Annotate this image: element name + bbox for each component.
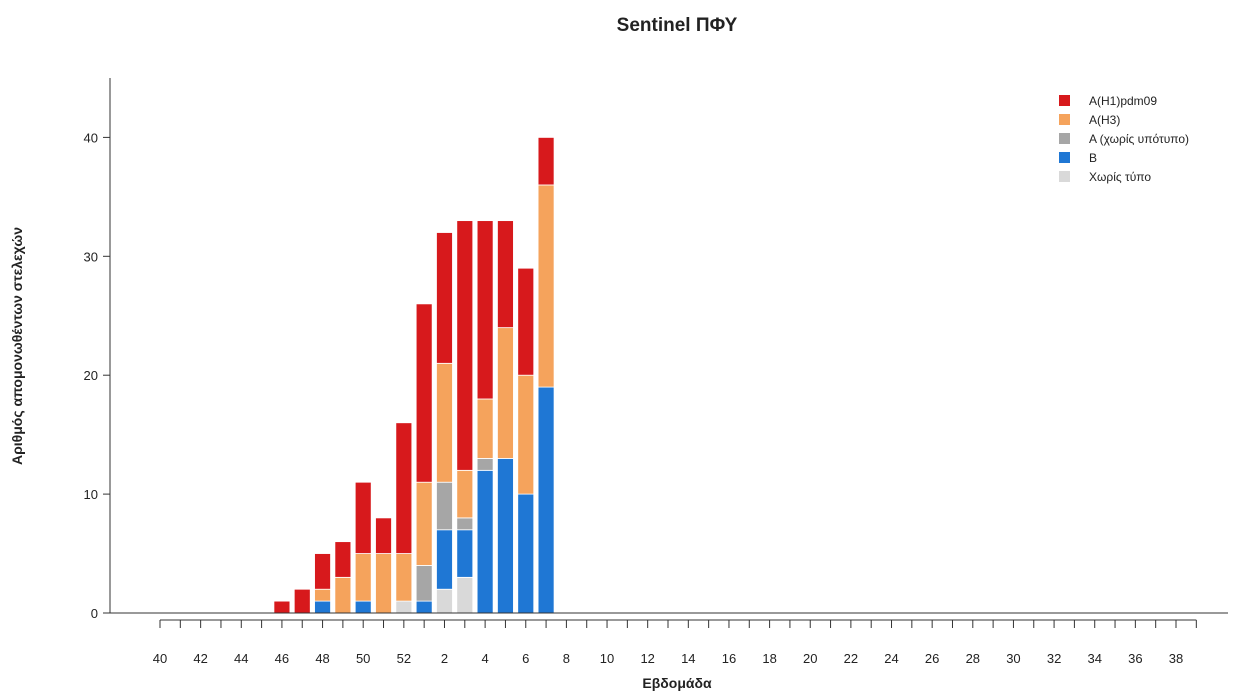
y-tick-label-20: 20 (84, 368, 98, 383)
bar-week-6-series-3 (517, 374, 535, 495)
x-tick-label-26: 26 (925, 651, 939, 666)
bar-week-4-series-2 (476, 458, 494, 471)
bar-week-46-series-4 (273, 600, 291, 614)
bar-week-3-series-3 (456, 469, 474, 519)
bar-week-7-series-1 (537, 386, 555, 614)
bar-week-3-series-0 (456, 576, 474, 614)
bar-week-4-series-4 (476, 220, 494, 400)
bar-week-50-series-4 (354, 481, 372, 554)
x-tick-label-44: 44 (234, 651, 248, 666)
bar-week-4-series-1 (476, 469, 494, 614)
y-tick-label-30: 30 (84, 249, 98, 264)
legend-label-3: B (1089, 151, 1097, 165)
x-tick-label-16: 16 (722, 651, 736, 666)
bar-week-50-series-3 (354, 553, 372, 602)
bar-week-6-series-4 (517, 267, 535, 376)
x-tick-label-46: 46 (275, 651, 289, 666)
x-tick-label-18: 18 (762, 651, 776, 666)
legend-label-4: Χωρίς τύπο (1089, 170, 1151, 184)
x-tick-label-12: 12 (640, 651, 654, 666)
legend-swatch-2 (1059, 133, 1070, 144)
legend-swatch-3 (1059, 152, 1070, 163)
y-tick-label-10: 10 (84, 487, 98, 502)
bar-week-2-series-4 (436, 232, 453, 364)
y-tick-label-0: 0 (91, 606, 98, 621)
bar-week-5-series-3 (497, 327, 514, 459)
y-axis-label: Αριθμός απομονωθέντων στελεχών (9, 227, 25, 465)
bar-week-1-series-1 (415, 600, 433, 614)
legend-label-1: A(H3) (1089, 113, 1120, 127)
x-tick-label-32: 32 (1047, 651, 1061, 666)
bar-week-2-series-2 (436, 481, 453, 531)
bar-week-1-series-2 (415, 565, 433, 602)
legend: A(H1)pdm09 A(H3) A (χωρίς υπότυπο) B Χωρίς τ… (1059, 94, 1189, 184)
x-tick-label-42: 42 (193, 651, 207, 666)
bar-week-48-series-3 (314, 588, 331, 602)
bars-group (273, 136, 555, 614)
bar-week-6-series-1 (517, 493, 535, 614)
x-tick-label-22: 22 (844, 651, 858, 666)
x-tick-label-4: 4 (482, 651, 489, 666)
legend-label-2: A (χωρίς υπότυπο) (1089, 132, 1189, 146)
bar-week-52-series-3 (395, 553, 413, 602)
x-tick-label-52: 52 (397, 651, 411, 666)
bar-week-49-series-4 (334, 541, 352, 578)
x-tick-label-10: 10 (600, 651, 614, 666)
bar-week-5-series-4 (497, 220, 514, 329)
x-tick-label-40: 40 (153, 651, 167, 666)
bar-week-1-series-3 (415, 481, 433, 566)
x-tick-label-36: 36 (1128, 651, 1142, 666)
x-tick-label-8: 8 (563, 651, 570, 666)
x-tick-label-20: 20 (803, 651, 817, 666)
bar-week-52-series-0 (395, 600, 413, 614)
x-tick-label-48: 48 (315, 651, 329, 666)
y-tick-label-40: 40 (84, 130, 98, 145)
bar-week-2-series-3 (436, 362, 453, 483)
x-axis: 40 42 44 46 48 50 52 2 4 6 8 10 12 14 16 18 20 22 24 26 28 30… (110, 612, 1228, 666)
x-tick-label-28: 28 (966, 651, 980, 666)
bar-week-51-series-3 (375, 553, 392, 614)
bar-week-51-series-4 (375, 517, 392, 554)
x-tick-label-38: 38 (1169, 651, 1183, 666)
x-tick-label-34: 34 (1087, 651, 1101, 666)
bar-week-49-series-3 (334, 576, 352, 614)
bar-week-3-series-1 (456, 529, 474, 578)
x-tick-label-2: 2 (441, 651, 448, 666)
bar-week-7-series-4 (537, 136, 555, 186)
bar-week-48-series-4 (314, 553, 331, 590)
x-tick-label-50: 50 (356, 651, 370, 666)
bar-week-1-series-4 (415, 303, 433, 483)
chart-title: Sentinel ΠΦΥ (617, 15, 738, 36)
bar-week-2-series-0 (436, 588, 453, 614)
y-axis: 0 10 20 30 40 (84, 77, 111, 621)
bar-week-48-series-1 (314, 600, 331, 614)
bar-week-50-series-1 (354, 600, 372, 614)
x-tick-label-6: 6 (522, 651, 529, 666)
legend-swatch-4 (1059, 171, 1070, 182)
legend-label-0: A(H1)pdm09 (1089, 94, 1157, 108)
bar-week-7-series-3 (537, 184, 555, 388)
x-tick-label-30: 30 (1006, 651, 1020, 666)
x-axis-label: Εβδομάδα (642, 675, 712, 691)
bar-week-4-series-3 (476, 398, 494, 459)
bar-week-3-series-2 (456, 517, 474, 531)
x-tick-label-24: 24 (884, 651, 898, 666)
bar-week-2-series-1 (436, 529, 453, 590)
legend-swatch-0 (1059, 95, 1070, 106)
legend-swatch-1 (1059, 114, 1070, 125)
bar-week-52-series-4 (395, 422, 413, 554)
bar-week-47-series-4 (293, 588, 311, 614)
x-tick-label-14: 14 (681, 651, 695, 666)
bar-week-5-series-1 (497, 458, 514, 614)
bar-week-3-series-4 (456, 220, 474, 471)
